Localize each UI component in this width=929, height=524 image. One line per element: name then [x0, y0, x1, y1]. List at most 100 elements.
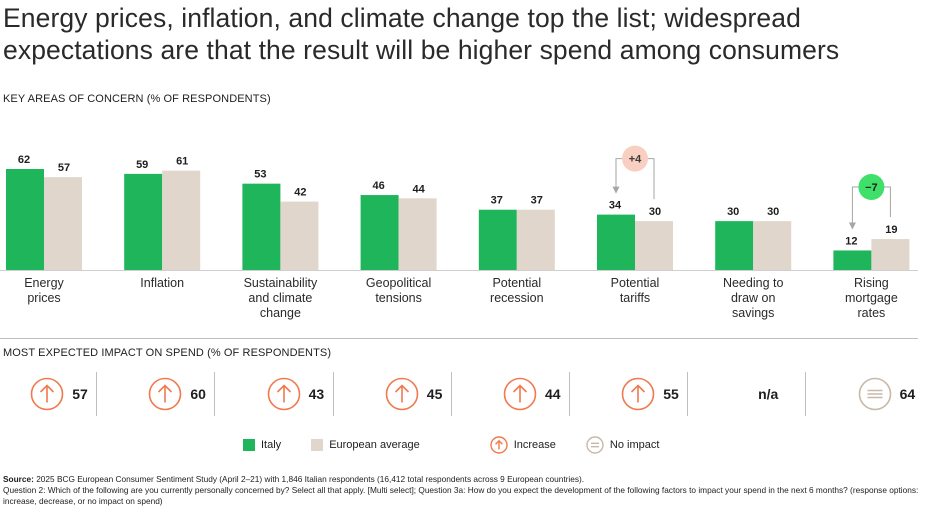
category-label: Needing to — [723, 276, 784, 290]
legend-label-no-impact: No impact — [609, 439, 660, 451]
value-label-europe: 44 — [412, 183, 425, 195]
page-title: Energy prices, inflation, and climate ch… — [3, 3, 840, 65]
bar-europe — [753, 221, 792, 270]
value-label-europe: 30 — [649, 206, 661, 218]
impact-separator — [569, 372, 570, 416]
bar-europe — [635, 221, 673, 270]
legend-label-europe: European average — [329, 439, 420, 451]
bar-europe — [44, 177, 82, 270]
bar-italy — [6, 169, 44, 270]
difference-badge-label: +4 — [629, 154, 642, 166]
bar-italy — [833, 250, 872, 270]
bar-italy — [478, 209, 517, 270]
impact-value: 44 — [545, 386, 561, 402]
value-label-italy: 37 — [491, 195, 503, 207]
bar-europe — [162, 170, 201, 270]
difference-badge — [622, 145, 648, 172]
impact-separator — [450, 372, 452, 416]
impact-cell: 55 — [591, 372, 709, 416]
category-label: recession — [490, 291, 544, 305]
legend: Italy European average Increase No impac… — [243, 436, 689, 454]
legend-swatch-europe — [311, 439, 324, 451]
section-label-concern: KEY AREAS OF CONCERN (% OF RESPONDENTS) — [3, 93, 271, 105]
difference-annotation: −7 — [848, 174, 891, 230]
category-label: Geopolitical — [366, 276, 431, 290]
impact-separator — [96, 372, 98, 416]
impact-cell: 64 — [827, 372, 929, 416]
value-label-italy: 12 — [845, 235, 857, 247]
value-label-italy: 53 — [254, 169, 266, 181]
value-label-italy: 30 — [727, 206, 739, 218]
bar-italy — [242, 183, 281, 270]
bar-europe — [398, 198, 437, 270]
value-label-europe: 30 — [767, 206, 779, 218]
source-label: Source: — [3, 474, 34, 484]
increase-arrow-icon — [503, 377, 537, 411]
source-text: 2025 BCG European Consumer Sentiment Stu… — [33, 474, 585, 484]
legend-item-increase: Increase — [490, 436, 556, 454]
increase-arrow-icon — [490, 436, 508, 454]
impact-cell: 44 — [473, 372, 591, 416]
value-label-italy: 59 — [136, 159, 148, 171]
increase-arrow-icon — [149, 377, 182, 411]
impact-separator — [332, 372, 334, 416]
source-note: Source: 2025 BCG European Consumer Senti… — [3, 474, 925, 507]
impact-value: 43 — [308, 386, 325, 402]
increase-arrow-icon — [30, 377, 64, 411]
increase-arrow-icon — [267, 377, 300, 411]
impact-separator — [805, 372, 807, 416]
value-label-europe: 37 — [531, 195, 543, 207]
category-label: tariffs — [620, 291, 650, 305]
difference-badge-label: −7 — [865, 182, 878, 194]
impact-separator — [214, 372, 216, 416]
impact-value: 45 — [426, 386, 443, 402]
impact-cell: 45 — [355, 372, 473, 416]
impact-value: 55 — [663, 386, 679, 402]
bar-italy — [360, 195, 399, 270]
bar-italy — [597, 214, 635, 270]
value-label-italy: 34 — [609, 200, 622, 212]
bar-europe — [280, 201, 319, 270]
category-label: Sustainability — [244, 276, 318, 290]
category-label: mortgage — [845, 291, 898, 305]
value-label-europe: 42 — [294, 187, 306, 199]
impact-separator — [687, 372, 689, 416]
bar-italy — [124, 173, 163, 270]
category-label: draw on — [731, 291, 776, 305]
difference-badge — [858, 174, 885, 201]
category-label: prices — [27, 291, 60, 305]
category-label: Inflation — [140, 276, 184, 290]
impact-cell: 60 — [118, 372, 236, 416]
category-label: and climate — [248, 291, 312, 305]
legend-swatch-italy — [243, 439, 255, 451]
bar-italy — [715, 221, 754, 270]
value-label-europe: 57 — [58, 162, 70, 174]
section-label-impact: MOST EXPECTED IMPACT ON SPEND (% OF RESP… — [3, 347, 332, 359]
impact-cell: 43 — [236, 372, 354, 416]
impact-cell: n/a — [709, 372, 827, 416]
divider — [0, 338, 918, 339]
impact-cell: 57 — [0, 372, 118, 416]
category-label: Energy — [24, 276, 64, 290]
bar-europe — [871, 239, 910, 270]
legend-label-italy: Italy — [261, 439, 282, 451]
no-impact-equals-icon — [858, 377, 891, 411]
category-label: Rising — [854, 276, 889, 290]
legend-item-italy: Italy — [243, 439, 281, 451]
value-label-europe: 61 — [176, 156, 188, 168]
question-text: Question 2: Which of the following are y… — [3, 485, 919, 506]
increase-arrow-icon — [385, 377, 419, 411]
legend-item-europe: European average — [311, 439, 420, 451]
impact-value: 60 — [190, 386, 206, 402]
value-label-italy: 46 — [372, 180, 384, 192]
increase-arrow-icon — [621, 377, 655, 411]
category-label: tensions — [375, 291, 422, 305]
impact-value: 57 — [72, 386, 88, 402]
impact-value: 64 — [899, 386, 916, 402]
category-label: savings — [732, 306, 774, 320]
value-label-italy: 62 — [18, 154, 30, 166]
legend-item-no-impact: No impact — [586, 436, 660, 454]
bar-europe — [516, 209, 555, 270]
no-impact-equals-icon — [586, 436, 604, 454]
